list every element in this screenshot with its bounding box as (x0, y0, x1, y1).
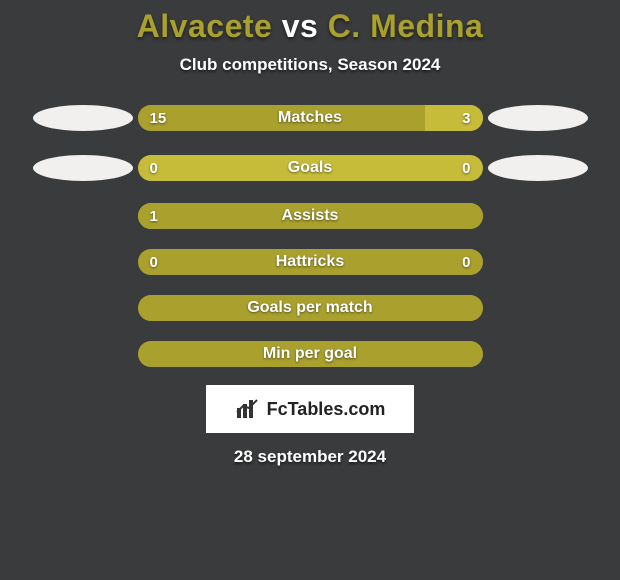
stats-bars: Matches153 Goals00 Assists1Hattricks00Go… (0, 103, 620, 367)
player2-silhouette (483, 103, 593, 133)
stat-label: Min per goal (138, 341, 483, 367)
vs-text: vs (282, 8, 319, 44)
logo-box: FcTables.com (206, 385, 414, 433)
player1-silhouette (28, 103, 138, 133)
stat-row: Assists1 (0, 203, 620, 229)
segment-right (425, 105, 483, 131)
stat-row: Min per goal (0, 341, 620, 367)
stat-bar: Hattricks0 0 (138, 249, 483, 275)
stat-row: Matches153 (0, 103, 620, 133)
logo-icon (235, 398, 261, 420)
stat-row: Hattricks0 0 (0, 249, 620, 275)
logo-text: FcTables.com (267, 399, 386, 420)
container: Alvacete vs C. Medina Club competitions,… (0, 0, 620, 467)
stat-bar: Assists1 (138, 203, 483, 229)
value-right: 0 (462, 155, 470, 181)
bar-outline (138, 341, 483, 367)
page-title: Alvacete vs C. Medina (0, 8, 620, 45)
segment-left (138, 203, 483, 229)
stat-bar: Min per goal (138, 341, 483, 367)
stat-label: Hattricks (138, 249, 483, 275)
date-text: 28 september 2024 (0, 447, 620, 467)
stat-bar: Matches153 (138, 105, 483, 131)
value-right: 0 (462, 249, 470, 275)
player1-name: Alvacete (137, 8, 273, 44)
value-left: 0 (150, 249, 158, 275)
player2-silhouette (483, 153, 593, 183)
stat-bar: Goals per match (138, 295, 483, 321)
player2-name: C. Medina (328, 8, 484, 44)
value-left: 15 (150, 105, 167, 131)
value-left: 0 (150, 155, 158, 181)
stat-row: Goals per match (0, 295, 620, 321)
segment-left (138, 105, 426, 131)
subtitle: Club competitions, Season 2024 (0, 55, 620, 75)
bar-outline (138, 295, 483, 321)
value-right: 3 (462, 105, 470, 131)
bar-outline (138, 249, 483, 275)
player1-silhouette (28, 153, 138, 183)
value-left: 1 (150, 203, 158, 229)
stat-bar: Goals0 0 (138, 155, 483, 181)
stat-label: Goals (138, 155, 483, 181)
stat-row: Goals0 0 (0, 153, 620, 183)
stat-label: Goals per match (138, 295, 483, 321)
